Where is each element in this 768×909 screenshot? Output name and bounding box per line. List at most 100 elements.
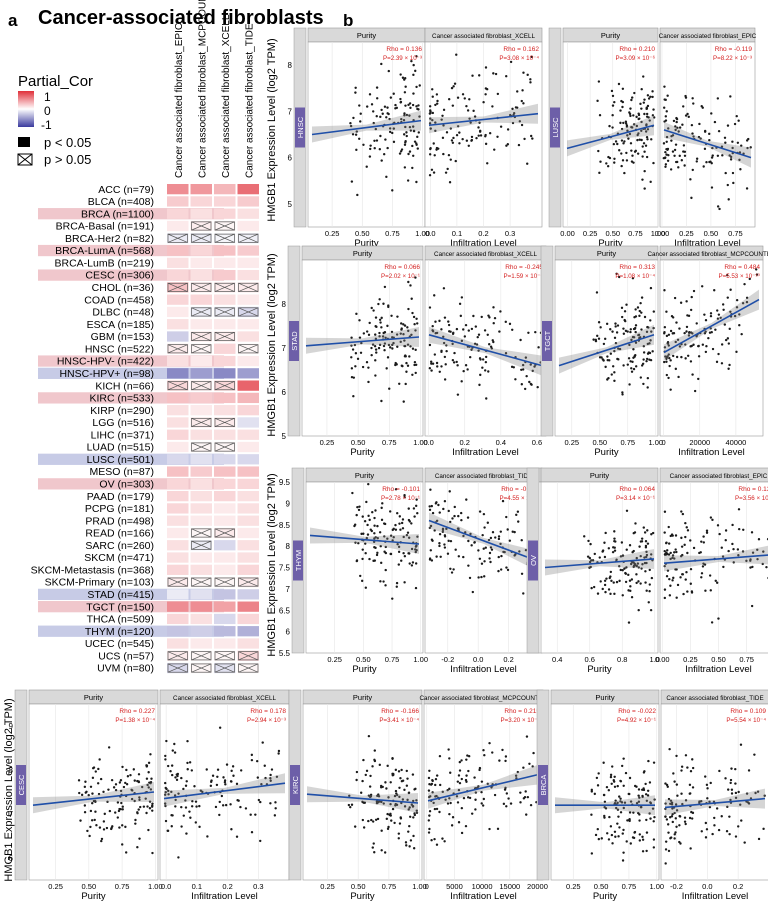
data-point bbox=[533, 365, 536, 368]
data-point bbox=[350, 803, 354, 806]
heatmap-cell bbox=[167, 540, 189, 551]
ylabel-row-4: HMGB1 Expression Level (log2 TPM) bbox=[3, 698, 15, 881]
data-point bbox=[663, 588, 667, 591]
data-point bbox=[499, 568, 503, 571]
data-point bbox=[461, 93, 465, 96]
data-point bbox=[375, 139, 379, 142]
heatmap-cell bbox=[237, 564, 259, 575]
x-axis-label: Purity bbox=[350, 891, 375, 902]
heatmap-nonsig-box bbox=[167, 282, 188, 292]
data-point bbox=[430, 782, 434, 786]
data-point bbox=[118, 826, 121, 829]
data-point bbox=[387, 343, 391, 347]
data-point bbox=[716, 309, 719, 312]
heatmap-nonsig-cross bbox=[214, 282, 235, 292]
data-point bbox=[458, 769, 462, 772]
data-point bbox=[405, 769, 408, 773]
p-value-label: P=1.59 × 10⁻⁶ bbox=[503, 273, 543, 280]
data-point bbox=[598, 171, 601, 175]
data-point bbox=[649, 801, 652, 804]
x-tick-label: 0.2 bbox=[478, 229, 488, 238]
data-point bbox=[702, 541, 706, 544]
data-point bbox=[717, 313, 721, 316]
data-point bbox=[622, 784, 625, 787]
data-point bbox=[684, 343, 687, 346]
data-point bbox=[741, 550, 745, 553]
data-point bbox=[429, 110, 432, 113]
data-point bbox=[704, 350, 708, 354]
data-point bbox=[649, 817, 652, 820]
data-point bbox=[438, 370, 441, 373]
heatmap-cell bbox=[167, 613, 189, 625]
data-point bbox=[379, 784, 383, 788]
x-tick-label: 0.50 bbox=[351, 438, 366, 447]
data-point bbox=[449, 520, 452, 524]
data-point bbox=[749, 566, 752, 569]
data-point bbox=[675, 825, 678, 828]
data-point bbox=[721, 555, 725, 558]
heatmap-nonsig-cross bbox=[191, 344, 212, 354]
data-point bbox=[683, 164, 686, 167]
data-point bbox=[389, 781, 392, 784]
data-point bbox=[611, 765, 614, 768]
data-point bbox=[372, 110, 375, 113]
data-point bbox=[727, 367, 730, 370]
data-point bbox=[736, 548, 740, 551]
data-point bbox=[401, 527, 405, 530]
data-point bbox=[399, 97, 402, 101]
data-point bbox=[163, 793, 167, 796]
data-point bbox=[666, 569, 670, 572]
data-point bbox=[434, 320, 437, 323]
data-point bbox=[116, 801, 120, 804]
data-point bbox=[399, 340, 402, 344]
data-point bbox=[621, 859, 625, 862]
data-point bbox=[690, 591, 694, 594]
data-point bbox=[613, 349, 616, 353]
data-point bbox=[397, 550, 401, 554]
data-point bbox=[441, 528, 445, 532]
data-point bbox=[613, 157, 616, 160]
data-point bbox=[666, 148, 669, 151]
data-point bbox=[684, 521, 687, 525]
data-point bbox=[534, 330, 537, 334]
data-point bbox=[470, 138, 474, 142]
heatmap-row-label: SKCM (n=471) bbox=[84, 552, 154, 564]
data-point bbox=[415, 55, 418, 58]
data-point bbox=[642, 75, 645, 78]
heatmap-row-label: UCS (n=57) bbox=[98, 650, 154, 662]
heatmap-row-highlight bbox=[38, 601, 224, 613]
heatmap-row-highlight bbox=[38, 588, 224, 601]
x-tick-label: 0.75 bbox=[622, 882, 637, 891]
data-point bbox=[373, 147, 376, 150]
x-tick-label: 20000 bbox=[527, 882, 548, 891]
data-point bbox=[685, 526, 688, 529]
data-point bbox=[446, 167, 449, 171]
data-point bbox=[738, 151, 742, 154]
data-point bbox=[689, 539, 692, 542]
purity-strip-label: Purity bbox=[601, 31, 620, 40]
data-point bbox=[435, 774, 439, 777]
data-point bbox=[386, 112, 389, 115]
data-point bbox=[147, 761, 151, 765]
data-point bbox=[353, 343, 357, 347]
data-point bbox=[407, 518, 411, 522]
data-point bbox=[94, 770, 97, 773]
data-point bbox=[355, 778, 358, 782]
data-point bbox=[355, 513, 358, 517]
infil-panel bbox=[660, 703, 768, 881]
data-point bbox=[376, 97, 379, 100]
data-point bbox=[639, 376, 643, 379]
data-point bbox=[403, 91, 407, 94]
data-point bbox=[631, 154, 634, 157]
data-point bbox=[450, 571, 454, 574]
data-point bbox=[664, 156, 667, 159]
data-point bbox=[665, 541, 668, 545]
data-point bbox=[378, 531, 382, 534]
data-point bbox=[613, 549, 617, 552]
data-point bbox=[673, 811, 676, 815]
data-point bbox=[674, 534, 678, 537]
data-point bbox=[674, 831, 677, 834]
data-point bbox=[394, 103, 397, 107]
data-point bbox=[201, 790, 204, 794]
data-point bbox=[695, 157, 699, 160]
